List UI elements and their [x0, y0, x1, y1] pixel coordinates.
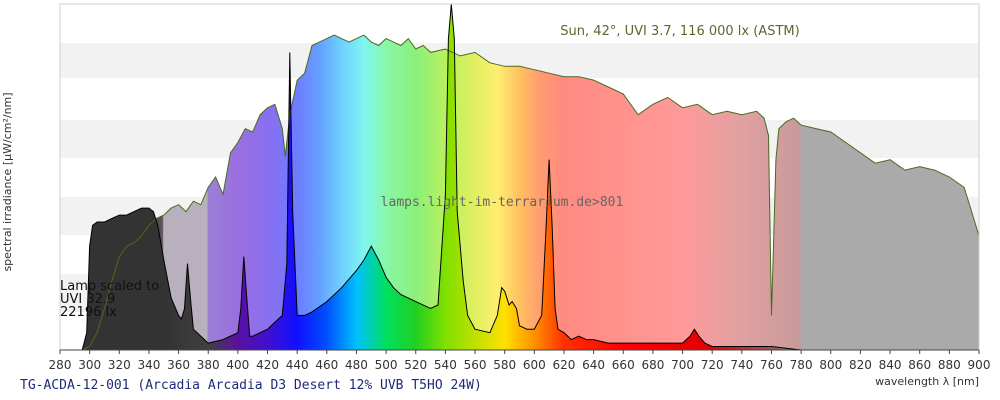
- sun-label: Sun, 42°, UVI 3.7, 116 000 lx (ASTM): [560, 24, 799, 39]
- x-tick-label: 840: [879, 358, 902, 372]
- x-tick-label: 400: [226, 358, 249, 372]
- x-tick-label: 680: [641, 358, 664, 372]
- x-tick-label: 660: [612, 358, 635, 372]
- x-tick-label: 320: [108, 358, 131, 372]
- x-tick-label: 860: [908, 358, 931, 372]
- x-tick-label: 560: [464, 358, 487, 372]
- x-tick-label: 760: [760, 358, 783, 372]
- x-tick-label: 700: [671, 358, 694, 372]
- x-tick-label: 440: [286, 358, 309, 372]
- x-tick-label: 620: [553, 358, 576, 372]
- x-tick-label: 800: [819, 358, 842, 372]
- x-tick-label: 460: [315, 358, 338, 372]
- x-tick-label: 640: [582, 358, 605, 372]
- footer-lamp-id: TG-ACDA-12-001 (Arcadia Arcadia D3 Deser…: [20, 378, 482, 393]
- x-tick-label: 540: [434, 358, 457, 372]
- lamp-spectrum-line: [60, 4, 979, 350]
- x-tick-label: 740: [730, 358, 753, 372]
- x-tick-label: 720: [701, 358, 724, 372]
- x-axis-label: wavelength λ [nm]: [875, 375, 979, 388]
- x-tick-label: 900: [968, 358, 991, 372]
- lamp-label-line-1: Lamp scaled to: [60, 279, 159, 294]
- x-tick-label: 380: [197, 358, 220, 372]
- lamp-label-line-3: 22196 lx: [60, 305, 117, 320]
- x-tick-label: 580: [493, 358, 516, 372]
- sun-spectrum-line: [60, 34, 979, 350]
- x-tick-label: 360: [167, 358, 190, 372]
- x-tick-label: 480: [345, 358, 368, 372]
- x-tick-label: 500: [375, 358, 398, 372]
- x-tick-label: 420: [256, 358, 279, 372]
- x-tick-label: 880: [938, 358, 961, 372]
- x-tick-label: 280: [49, 358, 72, 372]
- y-axis-label: spectral irradiance [µW/cm²/nm]: [1, 92, 14, 271]
- x-tick-label: 820: [849, 358, 872, 372]
- x-tick-label: 300: [78, 358, 101, 372]
- lamp-label-line-2: UVI 32.9: [60, 292, 115, 307]
- x-tick-label: 780: [790, 358, 813, 372]
- x-tick-label: 600: [523, 358, 546, 372]
- x-tick-label: 340: [137, 358, 160, 372]
- x-ticks: 280 300 320 340 360 380 400 420 440 460 480 500 520 5…: [49, 350, 991, 372]
- x-tick-label: 520: [404, 358, 427, 372]
- sun-spectrum-fill: [60, 35, 979, 350]
- plot-area: [60, 4, 979, 350]
- watermark: lamps.light-im-terrarium.de>801: [381, 195, 624, 210]
